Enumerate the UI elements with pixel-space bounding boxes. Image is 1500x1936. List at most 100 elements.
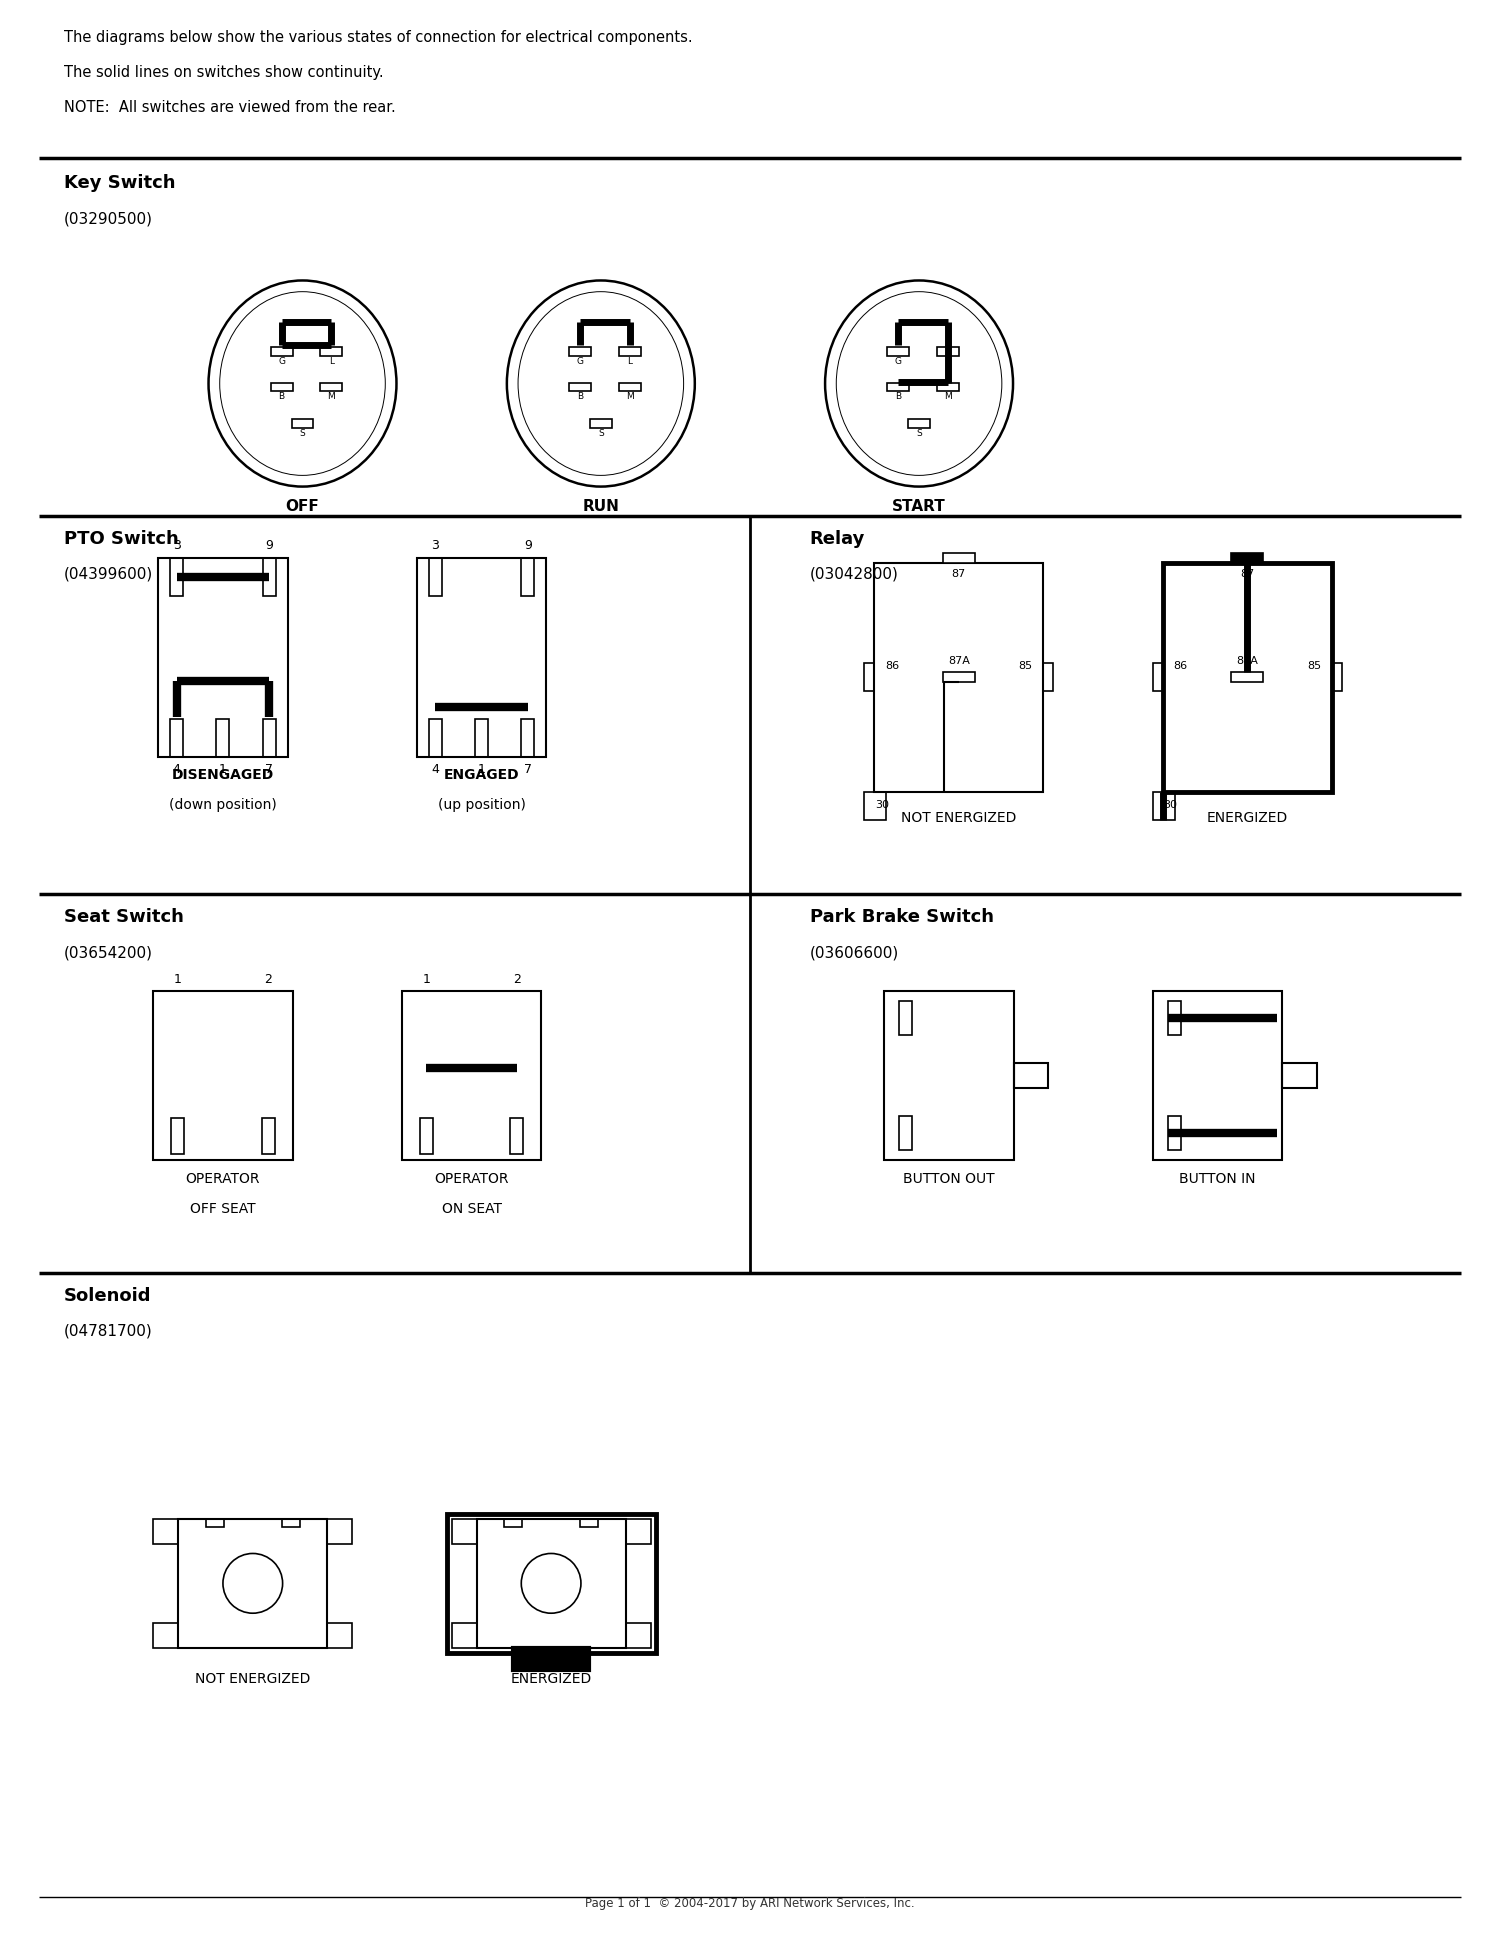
Text: 30: 30 (1164, 800, 1178, 809)
Text: Park Brake Switch: Park Brake Switch (810, 908, 993, 925)
Text: DISENGAGED: DISENGAGED (172, 769, 274, 782)
Bar (568, 383, 591, 391)
Bar (262, 718, 276, 757)
Text: START: START (892, 499, 946, 515)
Text: ENERGIZED: ENERGIZED (510, 1673, 591, 1686)
Bar (447, 1514, 656, 1653)
Text: 87A: 87A (1236, 656, 1258, 666)
Bar (898, 1117, 912, 1150)
Text: G: G (894, 356, 902, 366)
Bar (944, 672, 975, 681)
Bar (510, 1119, 524, 1154)
Text: 7: 7 (524, 763, 531, 776)
Text: 3: 3 (432, 538, 439, 552)
Text: RUN: RUN (582, 499, 620, 515)
Text: NOT ENERGIZED: NOT ENERGIZED (902, 811, 1017, 825)
Text: M: M (626, 393, 633, 401)
Bar (159, 558, 288, 757)
Text: ENGAGED: ENGAGED (444, 769, 519, 782)
Bar (178, 1518, 327, 1648)
Bar (886, 347, 909, 356)
Text: ENERGIZED: ENERGIZED (1206, 811, 1288, 825)
Bar (1044, 664, 1053, 691)
Text: M: M (944, 393, 952, 401)
Bar (1232, 554, 1263, 563)
Bar (321, 383, 342, 391)
Bar (429, 718, 441, 757)
Text: 85: 85 (1019, 662, 1032, 672)
Bar (1232, 672, 1263, 681)
Text: (03606600): (03606600) (810, 945, 898, 960)
Bar (1014, 1063, 1048, 1088)
Text: 2: 2 (264, 974, 272, 985)
Text: NOTE:  All switches are viewed from the rear.: NOTE: All switches are viewed from the r… (64, 101, 396, 114)
Text: 87A: 87A (948, 656, 970, 666)
Text: The diagrams below show the various states of connection for electrical componen: The diagrams below show the various stat… (64, 31, 693, 45)
Text: BUTTON OUT: BUTTON OUT (903, 1171, 995, 1187)
Bar (429, 558, 441, 596)
Text: S: S (916, 430, 922, 438)
Bar (522, 558, 534, 596)
Bar (626, 1518, 651, 1543)
Bar (864, 792, 886, 819)
Text: OFF SEAT: OFF SEAT (190, 1202, 256, 1216)
Text: L: L (328, 356, 334, 366)
Bar (206, 1518, 224, 1528)
Text: 1: 1 (423, 974, 430, 985)
Bar (908, 420, 930, 428)
Bar (590, 420, 612, 428)
Bar (1282, 1063, 1317, 1088)
Text: BUTTON IN: BUTTON IN (1179, 1171, 1256, 1187)
Bar (153, 1622, 178, 1648)
Text: 86: 86 (885, 662, 900, 672)
Bar (1332, 664, 1341, 691)
Bar (1152, 792, 1174, 819)
Bar (618, 347, 640, 356)
Bar (153, 991, 292, 1160)
Bar (1152, 991, 1282, 1160)
Bar (417, 558, 546, 757)
Text: 7: 7 (266, 763, 273, 776)
Bar (568, 347, 591, 356)
Text: 4: 4 (432, 763, 439, 776)
Text: L: L (627, 356, 632, 366)
Bar (1167, 1117, 1180, 1150)
Bar (938, 347, 958, 356)
Bar (261, 1119, 274, 1154)
Text: 86: 86 (1173, 662, 1188, 672)
Bar (153, 1518, 178, 1543)
Text: OPERATOR: OPERATOR (435, 1171, 508, 1187)
Bar (1167, 1001, 1180, 1034)
Text: G: G (278, 356, 285, 366)
Text: 87: 87 (951, 569, 966, 579)
Bar (216, 718, 229, 757)
Text: (up position): (up position) (438, 798, 525, 811)
Bar (522, 718, 534, 757)
Text: B: B (279, 393, 285, 401)
Bar (262, 558, 276, 596)
Bar (476, 718, 488, 757)
Text: L: L (945, 356, 951, 366)
Bar (420, 1119, 434, 1154)
Text: OPERATOR: OPERATOR (186, 1171, 260, 1187)
Bar (884, 991, 1014, 1160)
Text: M: M (327, 393, 334, 401)
Text: 30: 30 (876, 800, 890, 809)
Text: Solenoid: Solenoid (64, 1287, 152, 1305)
Text: (04781700): (04781700) (64, 1324, 153, 1338)
Bar (864, 664, 874, 691)
Bar (944, 554, 975, 563)
Bar (402, 991, 542, 1160)
Text: NOT ENERGIZED: NOT ENERGIZED (195, 1673, 310, 1686)
Bar (504, 1518, 522, 1528)
Bar (874, 563, 1044, 792)
Bar (327, 1518, 352, 1543)
Bar (898, 1001, 912, 1034)
Text: G: G (576, 356, 584, 366)
Text: Page 1 of 1  © 2004-2017 by ARI Network Services, Inc.: Page 1 of 1 © 2004-2017 by ARI Network S… (585, 1897, 915, 1911)
Text: Key Switch: Key Switch (64, 174, 176, 192)
Text: 85: 85 (1306, 662, 1322, 672)
Bar (170, 718, 183, 757)
Text: 2: 2 (513, 974, 520, 985)
Bar (618, 383, 640, 391)
